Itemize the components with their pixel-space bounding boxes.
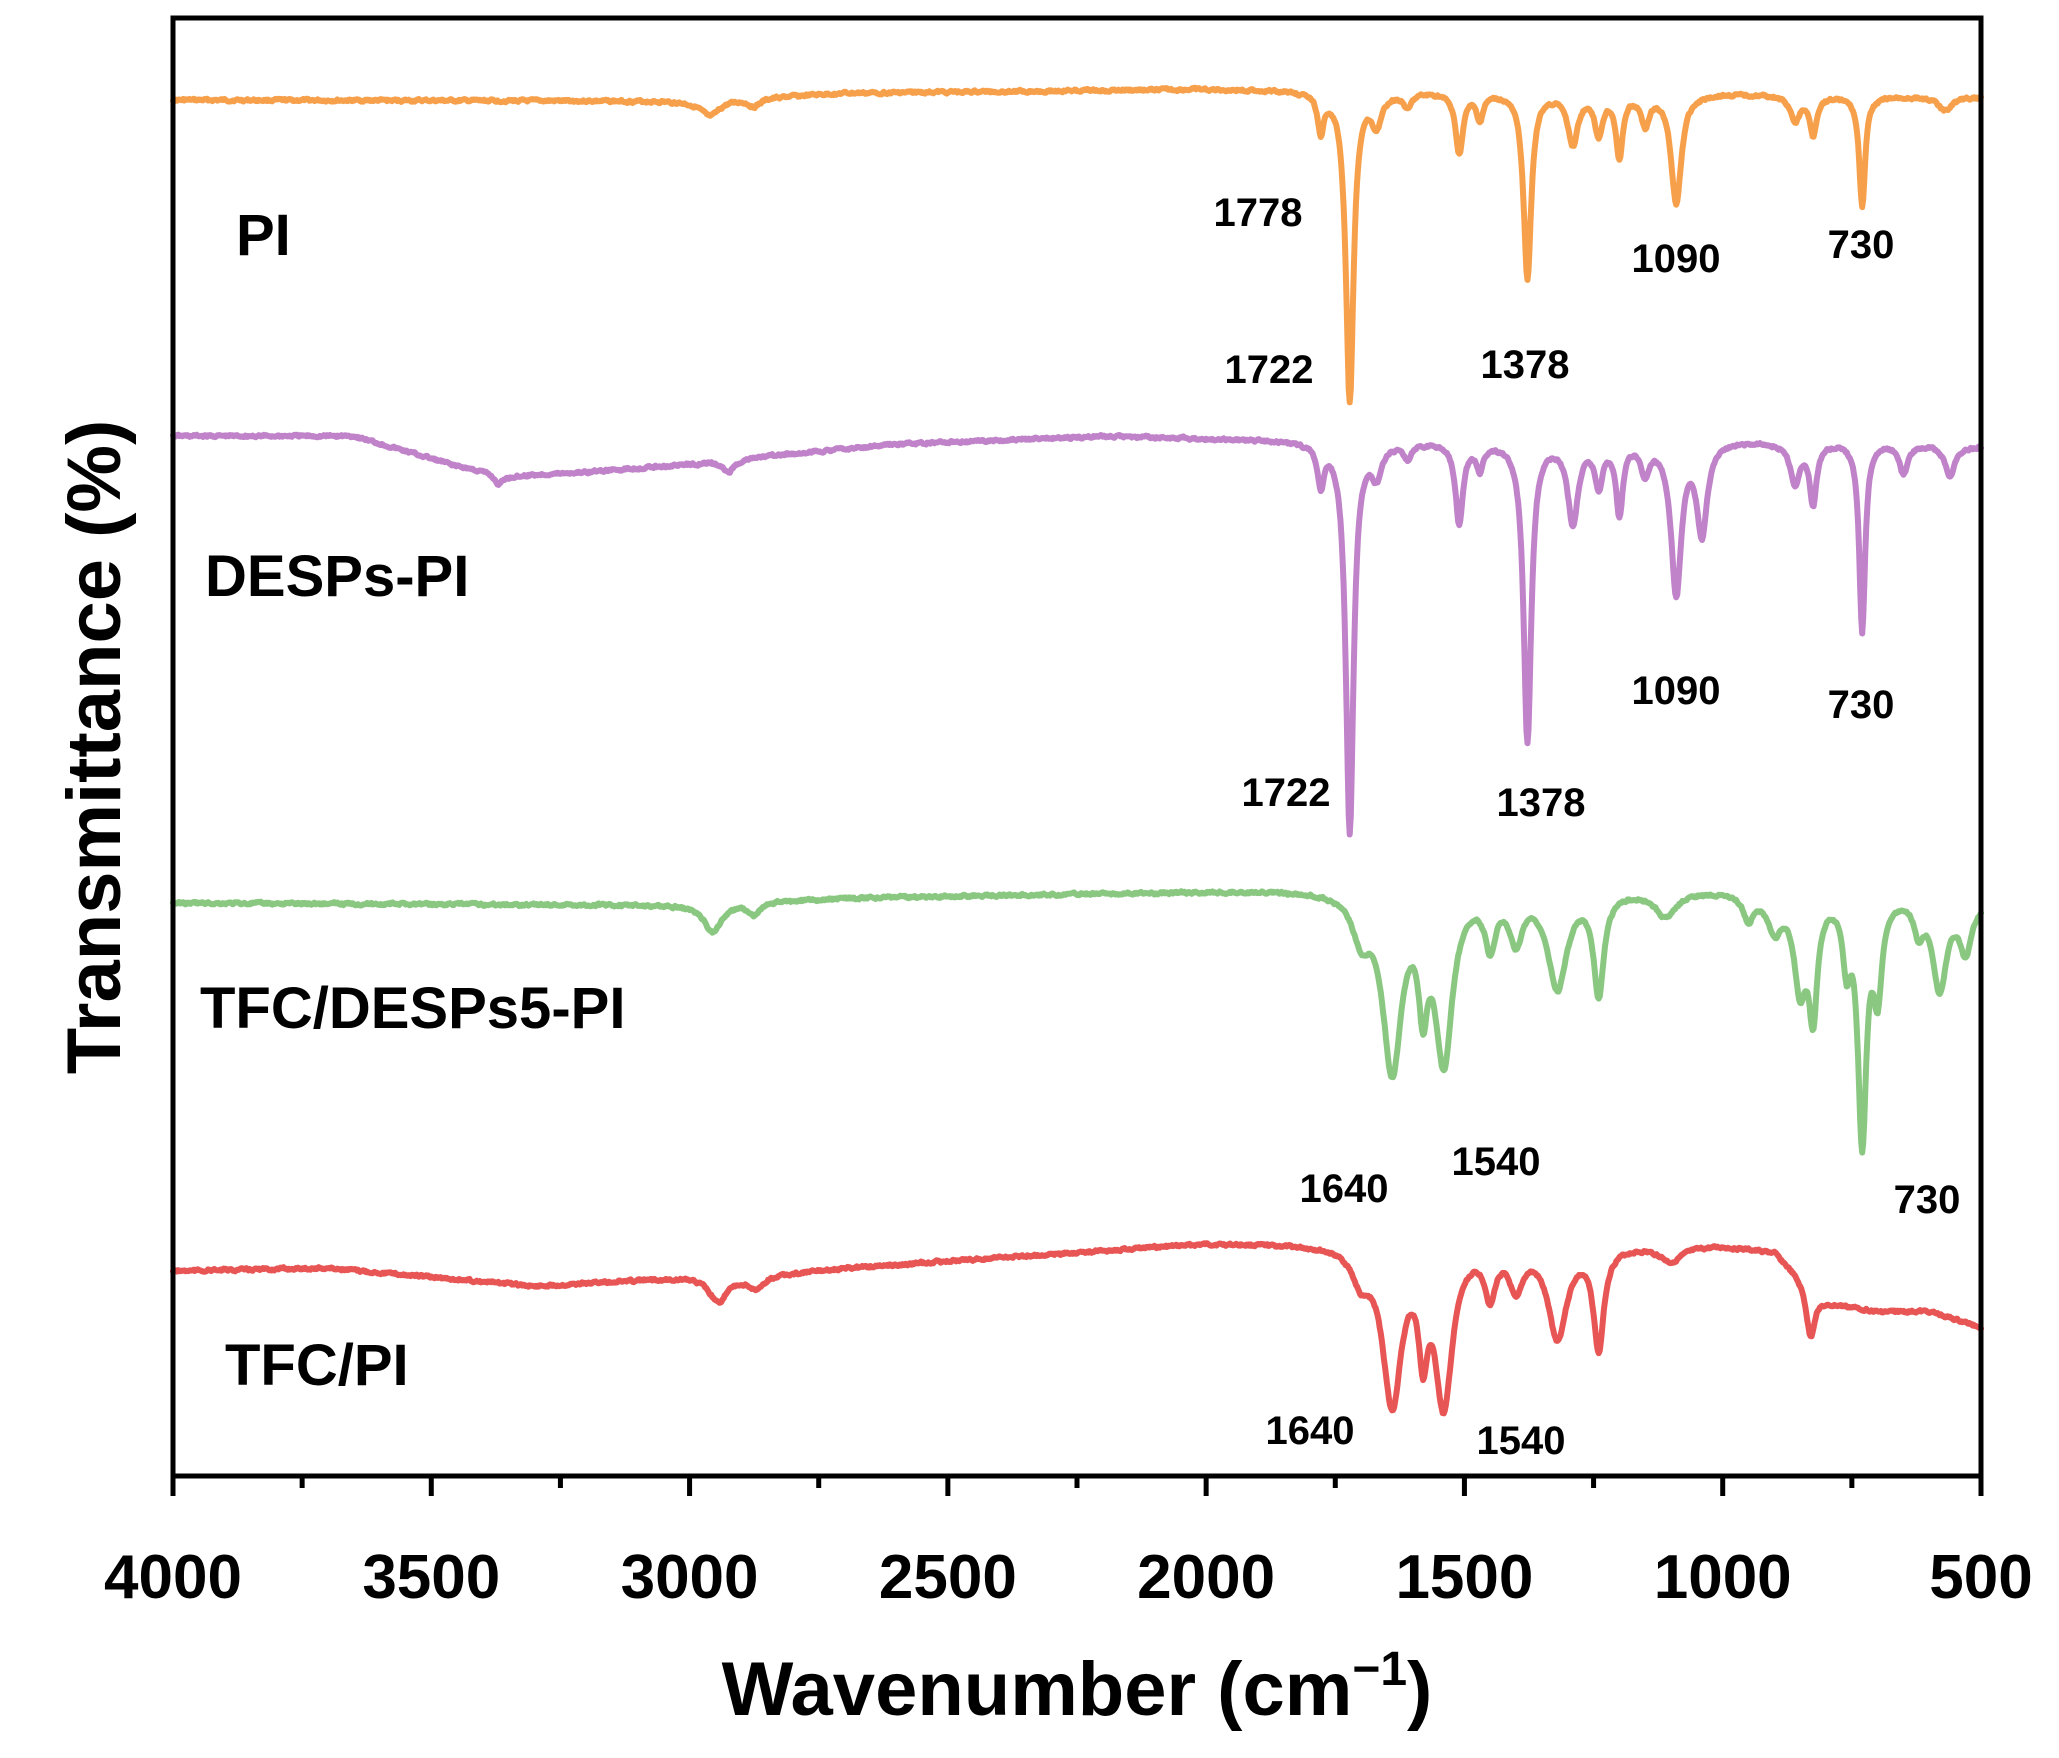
peak-label-desps-pi-730: 730 [1828, 683, 1895, 727]
y-axis-title: Transmittance (%) [52, 420, 137, 1075]
series-traces [170, 84, 1984, 1417]
x-tick-label-3500: 3500 [362, 1543, 500, 1612]
peak-label-pi-1722: 1722 [1225, 348, 1314, 392]
series-labels: PI DESPs-PI TFC/DESPs5-PI TFC/PI [200, 203, 625, 1398]
x-axis-title-main: Wavenumber (cm [722, 1647, 1353, 1732]
x-axis-title: Wavenumber (cm−1) [722, 1643, 1433, 1732]
series-label-desps-pi: DESPs-PI [205, 544, 469, 609]
peak-label-pi-1778: 1778 [1214, 191, 1303, 235]
x-axis-title-close: ) [1407, 1647, 1432, 1732]
peak-label-tfc-desps5-pi-1640: 1640 [1300, 1167, 1389, 1211]
series-label-tfc-desps5-pi: TFC/DESPs5-PI [200, 976, 625, 1041]
peak-label-tfc-desps5-pi-730: 730 [1894, 1178, 1961, 1222]
peak-label-tfc-desps5-pi-1540: 1540 [1452, 1140, 1541, 1184]
peak-label-pi-1090: 1090 [1632, 237, 1721, 281]
x-axis-title-superscript: −1 [1352, 1643, 1407, 1696]
peak-labels: 1778 1722 1378 1090 730 1722 1378 1090 730 1640 15… [1214, 191, 1961, 1463]
x-tick-label-2500: 2500 [879, 1543, 1017, 1612]
series-line-tfc-desps5-pi [170, 888, 1984, 1156]
peak-label-tfc-pi-1540: 1540 [1477, 1419, 1566, 1463]
x-axis-ticks: 4000 3500 3000 2500 2000 1500 1000 500 [104, 1476, 2033, 1612]
series-label-pi: PI [236, 203, 291, 268]
x-tick-label-3000: 3000 [621, 1543, 759, 1612]
series-line-desps-pi [170, 431, 1984, 838]
series-label-tfc-pi: TFC/PI [225, 1333, 409, 1398]
peak-label-pi-730: 730 [1828, 223, 1895, 267]
peak-label-desps-pi-1090: 1090 [1632, 669, 1721, 713]
x-tick-label-2000: 2000 [1137, 1543, 1275, 1612]
x-tick-label-4000: 4000 [104, 1543, 242, 1612]
series-line-tfc-pi [170, 1240, 1984, 1417]
x-tick-label-500: 500 [1929, 1543, 2032, 1612]
peak-label-desps-pi-1378: 1378 [1497, 781, 1586, 825]
peak-label-tfc-pi-1640: 1640 [1266, 1409, 1355, 1453]
peak-label-pi-1378: 1378 [1481, 343, 1570, 387]
peak-label-desps-pi-1722: 1722 [1242, 771, 1331, 815]
series-line-pi [170, 84, 1984, 406]
x-tick-label-1000: 1000 [1654, 1543, 1792, 1612]
x-tick-label-1500: 1500 [1395, 1543, 1533, 1612]
